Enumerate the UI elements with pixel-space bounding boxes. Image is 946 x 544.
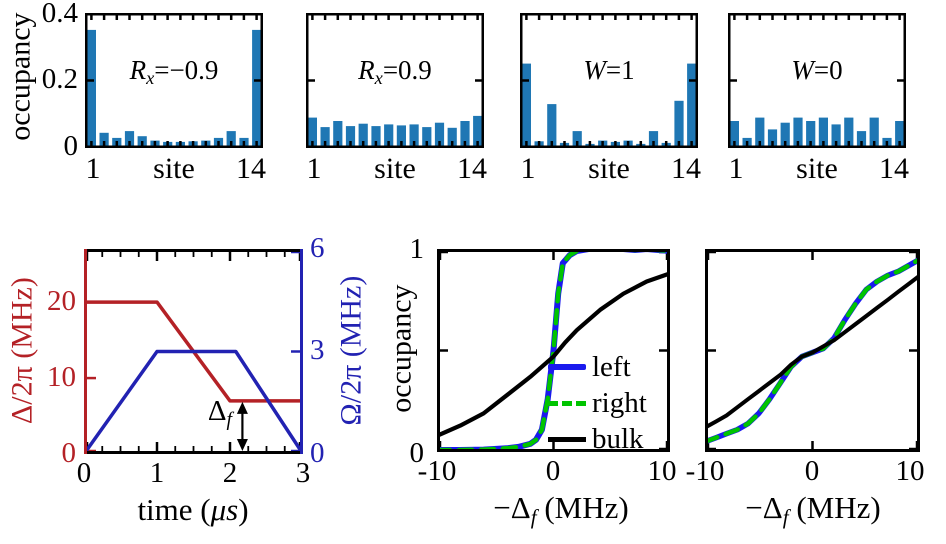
delta-f-annotation-label: Δf: [207, 395, 232, 431]
x-tick-label: 1: [85, 152, 101, 185]
bar-panel-rx-plus09: Rx=0.9 1 site 14: [306, 13, 487, 185]
legend-item-left: left: [548, 350, 647, 383]
time-tick-label: 1: [149, 457, 165, 489]
legend-line-left: [548, 364, 586, 370]
bar-panel-w0: W=0 1 site 14: [728, 13, 909, 185]
x-tick-label: 14: [457, 152, 487, 185]
x-tick-label: 1: [520, 152, 536, 185]
panel-title: W=1: [583, 55, 635, 85]
y-tick-label: 0: [63, 130, 79, 162]
detuning-tick-label: 0: [545, 455, 561, 487]
detuning-tick-label: 10: [895, 455, 925, 487]
bar-chart-rx-plus09: [306, 13, 484, 148]
bar-chart-w1: [520, 13, 698, 148]
x-tick-label: 14: [671, 152, 701, 185]
detuning-tick-label: 0: [804, 455, 820, 487]
delta-tick-label: 10: [47, 361, 76, 393]
omega-tick-label: 0: [310, 437, 325, 469]
panel-title: Rx=0.9: [358, 55, 432, 89]
delta-tick-label: 20: [47, 285, 76, 317]
time-tick-label: 0: [76, 457, 92, 489]
detuning-axis-title: −Δf (MHz): [493, 490, 629, 529]
x-tick-label: 14: [236, 152, 266, 185]
legend-label: left: [592, 350, 631, 383]
legend-line-right: [548, 400, 586, 406]
x-tick-label: 1: [728, 152, 744, 185]
bar-chart-rx-minus09: [85, 13, 263, 148]
detuning-tick-label: -10: [685, 455, 725, 487]
omega-tick-label: 3: [310, 334, 325, 366]
legend-item-right: right: [548, 386, 647, 419]
bar-panel-rx-minus09: Rx=−0.9 1 site 14: [85, 13, 266, 185]
x-axis-title: site: [153, 152, 195, 185]
occupancy-tick-label: 0: [409, 437, 425, 469]
bar-chart-w0: [728, 13, 906, 148]
x-axis-title: site: [374, 152, 416, 185]
y-tick-label: 0.2: [41, 63, 78, 95]
pulse-sequence-chart: [84, 249, 303, 454]
x-tick-label: 1: [306, 152, 322, 185]
occupancy-axis-label: occupancy: [384, 284, 418, 413]
legend-label: bulk: [592, 422, 644, 455]
detuning-tick-label: 10: [647, 455, 677, 487]
legend-line-bulk: [548, 436, 586, 442]
omega-tick-label: 6: [310, 232, 325, 264]
delta-tick-label: 0: [61, 437, 77, 469]
time-tick-label: 3: [295, 457, 311, 489]
delta-axis-label: Δ/2π (MHz): [5, 277, 39, 425]
legend-item-bulk: bulk: [548, 422, 647, 455]
time-tick-label: 2: [222, 457, 238, 489]
panel-title: W=0: [791, 55, 843, 85]
legend-label: right: [592, 386, 647, 419]
y-tick-label: 0.4: [41, 0, 78, 29]
x-tick-label: 14: [879, 152, 909, 185]
x-axis-title: site: [588, 152, 630, 185]
panel-title: Rx=−0.9: [129, 55, 219, 89]
detuning-axis-title: −Δf (MHz): [745, 490, 881, 529]
occupancy-tick-label: 1: [409, 233, 425, 265]
time-axis-title: time (μs): [137, 492, 249, 527]
bar-panel-w1: W=1 1 site 14: [520, 13, 701, 185]
edge-bulk-occupancy-chart-right: [705, 249, 920, 452]
detuning-tick-label: -10: [417, 455, 457, 487]
legend: left right bulk: [548, 350, 647, 460]
edge-bulk-occupancy-chart-left: [437, 249, 670, 452]
x-axis-title: site: [796, 152, 838, 185]
